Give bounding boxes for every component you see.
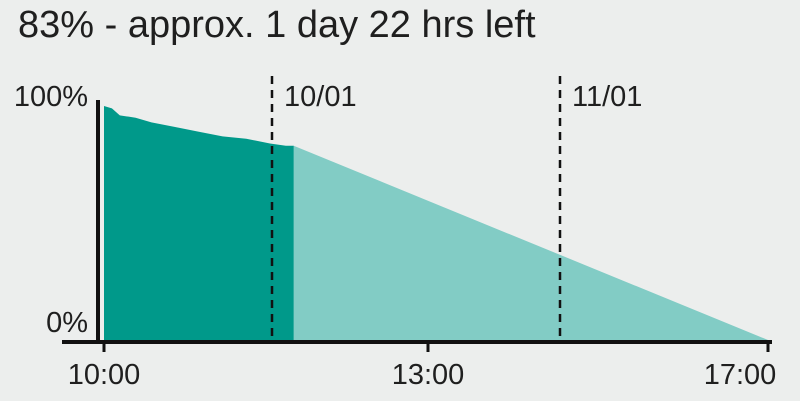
date-marker-label: 11/01 [572,81,642,113]
x-tick-label: 13:00 [392,359,465,391]
date-marker-label: 10/01 [284,81,357,113]
history-area [104,106,294,340]
x-tick-label: 10:00 [68,359,141,391]
prediction-area [293,145,768,340]
battery-status-text: 83% - approx. 1 day 22 hrs left [18,4,536,46]
y-tick-label: 0% [46,307,88,339]
x-tick-label: 17:00 [704,359,777,391]
y-tick-label: 100% [14,81,88,113]
